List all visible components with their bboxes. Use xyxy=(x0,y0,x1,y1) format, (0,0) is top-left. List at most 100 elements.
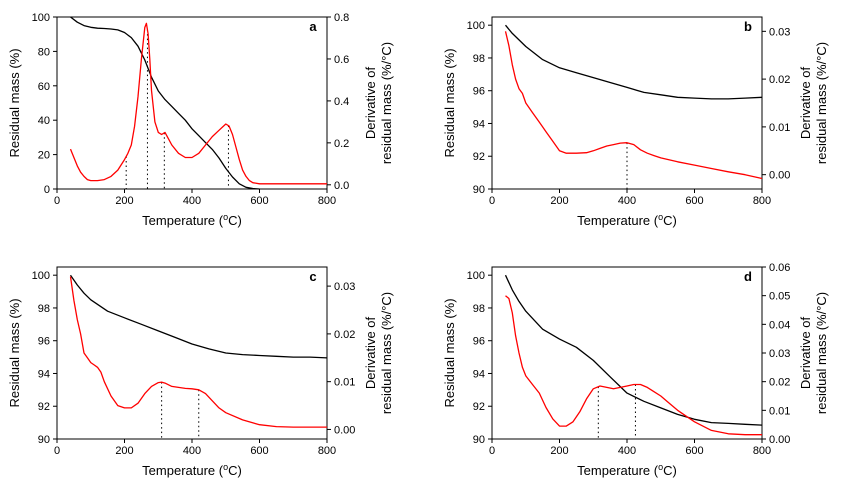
y2-tick-label: 0.03 xyxy=(769,348,790,360)
y2-tick-label: 0.03 xyxy=(769,26,790,38)
panel-letter: d xyxy=(744,269,752,284)
y-tick-label: 90 xyxy=(38,434,50,446)
panel-b: 0 200 400 600 800 90 92 94 96 98 100 0.00 0.01 0.02 0.… xyxy=(442,16,829,228)
y2-tick-label: 0.01 xyxy=(769,405,790,417)
x-tick-label: 200 xyxy=(550,195,568,207)
unit: C) xyxy=(663,213,677,228)
y2-axis-label-line: residual mass (%/°C) xyxy=(814,292,829,414)
y-tick-label: 90 xyxy=(473,184,485,196)
x-tick-label: 0 xyxy=(489,195,495,207)
derivative-series-line xyxy=(505,295,762,436)
y-tick-label: 96 xyxy=(473,336,485,348)
x-axis-label: Temperature (oC) xyxy=(577,462,677,478)
unit: C) xyxy=(228,463,242,478)
y2-tick-label: 0.00 xyxy=(769,170,790,182)
y2-axis-label-line: residual mass (%/°C) xyxy=(814,42,829,164)
derivative-series-line xyxy=(69,276,327,428)
y2-tick-label: 0.05 xyxy=(769,291,790,303)
y-tick-label: 100 xyxy=(32,270,50,282)
y2-tick-label: 0.2 xyxy=(334,138,349,150)
y2-tick-label: 0.0 xyxy=(334,180,349,192)
x-axis-label: Temperature (oC) xyxy=(577,212,677,228)
x-tick-label: 600 xyxy=(250,195,268,207)
x-tick-label: 600 xyxy=(685,195,703,207)
degree-sup: o xyxy=(658,462,663,472)
x-tick-label: 400 xyxy=(183,195,201,207)
x-tick-label: 600 xyxy=(685,445,703,457)
y2-tick-label: 0.04 xyxy=(769,319,790,331)
panel-letter: b xyxy=(744,19,752,34)
y-tick-label: 0 xyxy=(44,184,50,196)
y-axis-label: Residual mass (%) xyxy=(7,48,22,157)
y-tick-label: 98 xyxy=(473,53,485,65)
y-tick-label: 92 xyxy=(473,401,485,413)
y2-tick-label: 0.6 xyxy=(334,54,349,66)
y-tick-label: 60 xyxy=(38,81,50,93)
y2-tick-label: 0.00 xyxy=(334,424,355,436)
y-tick-label: 94 xyxy=(38,368,50,380)
y-axis-label: Residual mass (%) xyxy=(7,298,22,407)
degree-sup: o xyxy=(223,462,228,472)
y-tick-label: 96 xyxy=(38,336,50,348)
y-tick-label: 100 xyxy=(467,20,485,32)
y2-tick-label: 0.03 xyxy=(334,281,355,293)
mass-series-line xyxy=(504,274,763,426)
panel-letter: c xyxy=(309,269,316,284)
x-tick-label: 400 xyxy=(618,195,636,207)
y2-axis-label-line: Derivative of xyxy=(798,316,813,389)
panel-d: 0 200 400 600 800 90 92 94 96 98 100 0.00 0.01 0.02 0.… xyxy=(442,262,829,478)
plot-frame xyxy=(56,16,328,190)
y-tick-label: 94 xyxy=(473,368,485,380)
mass-series-line xyxy=(504,24,763,100)
y-tick-label: 100 xyxy=(32,12,50,24)
x-tick-label: 0 xyxy=(489,445,495,457)
x-tick-label: 200 xyxy=(115,445,133,457)
panel-a: 0 200 400 600 800 0 20 40 60 80 100 0.0 0.2 0.4 0.6 0.8… xyxy=(7,12,394,228)
y-axis-label: Residual mass (%) xyxy=(442,298,457,407)
unit: C) xyxy=(228,213,242,228)
y2-tick-label: 0.00 xyxy=(769,434,790,446)
x-tick-label: 400 xyxy=(183,445,201,457)
mass-series-line xyxy=(70,16,260,190)
plot-frame xyxy=(491,16,763,190)
x-tick-label: 400 xyxy=(618,445,636,457)
y-tick-label: 80 xyxy=(38,46,50,58)
y-tick-label: 90 xyxy=(473,434,485,446)
y2-tick-label: 0.02 xyxy=(769,74,790,86)
y2-tick-label: 0.01 xyxy=(334,377,355,389)
y2-tick-label: 0.02 xyxy=(769,377,790,389)
plot-frame xyxy=(56,266,328,440)
y2-tick-label: 0.06 xyxy=(769,262,790,274)
y2-tick-label: 0.02 xyxy=(334,329,355,341)
y-tick-label: 92 xyxy=(473,151,485,163)
y-tick-label: 94 xyxy=(473,118,485,130)
y-axis-label: Residual mass (%) xyxy=(442,48,457,157)
y2-tick-label: 0.01 xyxy=(769,122,790,134)
y2-tick-label: 0.4 xyxy=(334,96,349,108)
x-tick-label: 800 xyxy=(318,195,336,207)
y-tick-label: 98 xyxy=(473,303,485,315)
y2-tick-label: 0.8 xyxy=(334,12,349,24)
y-tick-label: 96 xyxy=(473,86,485,98)
x-tick-label: 600 xyxy=(250,445,268,457)
x-tick-label: 800 xyxy=(753,445,771,457)
y2-axis-label-line: Derivative of xyxy=(798,66,813,139)
y2-axis-label-line: Derivative of xyxy=(363,316,378,389)
x-tick-label: 200 xyxy=(115,195,133,207)
y-tick-label: 40 xyxy=(38,115,50,127)
panel-letter: a xyxy=(309,19,317,34)
unit: C) xyxy=(663,463,677,478)
x-tick-label: 0 xyxy=(54,445,60,457)
x-axis-label: Temperature (oC) xyxy=(142,462,242,478)
x-tick-label: 800 xyxy=(753,195,771,207)
x-tick-label: 800 xyxy=(318,445,336,457)
x-tick-label: 0 xyxy=(54,195,60,207)
derivative-series-line xyxy=(504,31,763,180)
y-tick-label: 92 xyxy=(38,401,50,413)
y-tick-label: 98 xyxy=(38,303,50,315)
panel-c: 0 200 400 600 800 90 92 94 96 98 100 0.00 0.01 0.02 0.… xyxy=(7,266,394,478)
y2-axis-label-line: Derivative of xyxy=(363,66,378,139)
mass-series-line xyxy=(69,274,328,359)
y-tick-label: 20 xyxy=(38,150,50,162)
